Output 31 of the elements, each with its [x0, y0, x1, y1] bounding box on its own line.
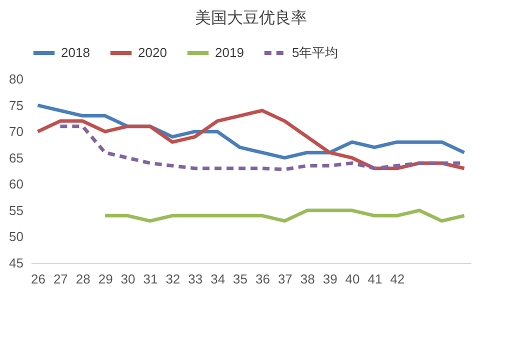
x-tick-label: 27 — [53, 272, 68, 286]
y-tick-label: 65 — [9, 150, 24, 166]
x-tick-label: 32 — [166, 272, 180, 286]
x-tick-label: 41 — [368, 272, 382, 286]
legend-label: 2020 — [138, 45, 167, 60]
x-tick-label: 29 — [98, 272, 113, 286]
x-tick-label: 30 — [120, 272, 136, 286]
x-tick-label: 39 — [322, 272, 338, 286]
x-tick-label: 35 — [233, 272, 248, 286]
legend-label: 2019 — [215, 45, 244, 60]
chart-title: 美国大豆优良率 — [195, 9, 307, 27]
y-tick-label: 50 — [9, 229, 24, 244]
x-tick-label: 42 — [390, 272, 405, 286]
x-tick-label: 33 — [188, 272, 203, 286]
y-tick-label: 55 — [9, 202, 24, 218]
y-tick-label: 45 — [9, 256, 24, 270]
line-series — [36, 108, 466, 170]
legend-label: 5年平均 — [292, 45, 338, 60]
x-tick-label: 26 — [31, 272, 46, 286]
x-tick-label: 28 — [76, 272, 90, 286]
y-tick-label: 80 — [9, 72, 24, 86]
x-tick-label: 37 — [278, 272, 292, 286]
y-tick-label: 60 — [9, 176, 24, 192]
x-tick-label: 40 — [345, 272, 360, 286]
x-tick-label: 38 — [300, 272, 315, 286]
x-tick-label: 34 — [210, 272, 226, 286]
y-tick-label: 70 — [9, 124, 24, 140]
x-tick-label: 36 — [255, 272, 270, 286]
legend-label: 2018 — [61, 45, 90, 60]
x-tick-label: 31 — [143, 272, 158, 286]
y-tick-label: 75 — [9, 98, 24, 113]
